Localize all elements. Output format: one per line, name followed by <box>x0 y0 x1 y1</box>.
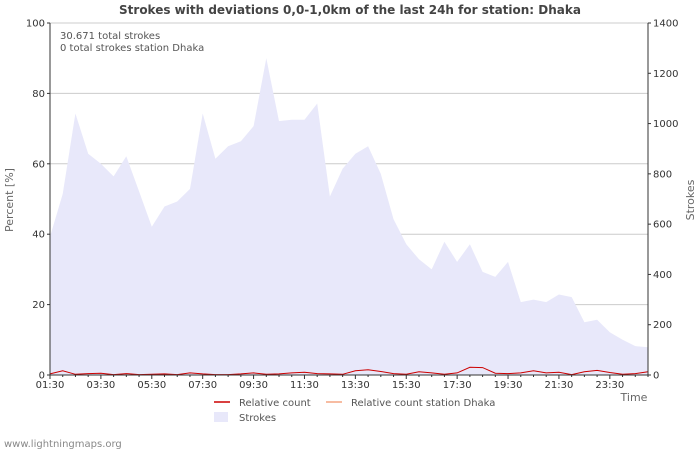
strokes-area-group <box>50 58 648 375</box>
x-tick-label-9: 19:30 <box>494 380 523 391</box>
y-left-tick-label-100: 100 <box>26 19 45 30</box>
y-left-tick-label-20: 20 <box>32 300 45 311</box>
y-right-tick-label-800: 800 <box>653 169 672 180</box>
y-left-tick-label-60: 60 <box>32 159 45 170</box>
x-tick-label-2: 05:30 <box>137 380 166 391</box>
legend: Relative count Relative count station Dh… <box>214 398 495 424</box>
annotation-total-strokes: 30.671 total strokes <box>60 31 160 42</box>
x-tick-label-3: 07:30 <box>188 380 217 391</box>
y-right-tick-label-1000: 1000 <box>653 119 678 130</box>
footer-credit: www.lightningmaps.org <box>4 439 122 450</box>
strokes-area <box>50 58 648 375</box>
y-left-tick-label-40: 40 <box>32 230 45 241</box>
y-left-tick-label-0: 0 <box>39 371 45 382</box>
x-tick-label-4: 09:30 <box>239 380 268 391</box>
legend-swatch-strokes <box>214 412 228 422</box>
x-ticks: 01:30 03:30 05:30 07:30 09:30 11:30 13:30 15:30… <box>36 375 649 391</box>
legend-label-relative-count-station: Relative count station Dhaka <box>351 398 495 409</box>
axes <box>49 23 649 376</box>
y-right-tick-label-0: 0 <box>653 371 659 382</box>
x-tick-label-1: 03:30 <box>86 380 115 391</box>
y-right-tick-label-400: 400 <box>653 270 672 281</box>
legend-label-relative-count: Relative count <box>239 398 311 409</box>
x-tick-label-7: 15:30 <box>392 380 421 391</box>
series-line-relative-count <box>49 366 649 376</box>
annotation-station-strokes: 0 total strokes station Dhaka <box>60 43 204 54</box>
x-tick-label-8: 17:30 <box>443 380 472 391</box>
x-tick-label-11: 23:30 <box>595 380 624 391</box>
legend-label-strokes: Strokes <box>239 413 276 424</box>
y-axis-label-right: Strokes <box>684 179 697 220</box>
chart-title: Strokes with deviations 0,0-1,0km of the… <box>119 3 581 17</box>
y-ticks-right: 0 200 400 600 800 1000 1200 1400 <box>648 19 678 382</box>
y-right-tick-label-1400: 1400 <box>653 19 678 30</box>
y-axis-label-left: Percent [%] <box>3 168 16 232</box>
x-tick-label-0: 01:30 <box>36 380 65 391</box>
y-right-tick-label-1200: 1200 <box>653 69 678 80</box>
y-left-tick-label-80: 80 <box>32 89 45 100</box>
y-ticks-left: 0 20 40 60 80 100 <box>26 19 50 382</box>
x-tick-label-6: 13:30 <box>341 380 370 391</box>
y-right-tick-label-200: 200 <box>653 320 672 331</box>
x-tick-label-5: 11:30 <box>290 380 319 391</box>
y-right-tick-label-600: 600 <box>653 220 672 231</box>
x-axis-label: Time <box>620 391 648 404</box>
x-tick-label-10: 21:30 <box>545 380 574 391</box>
